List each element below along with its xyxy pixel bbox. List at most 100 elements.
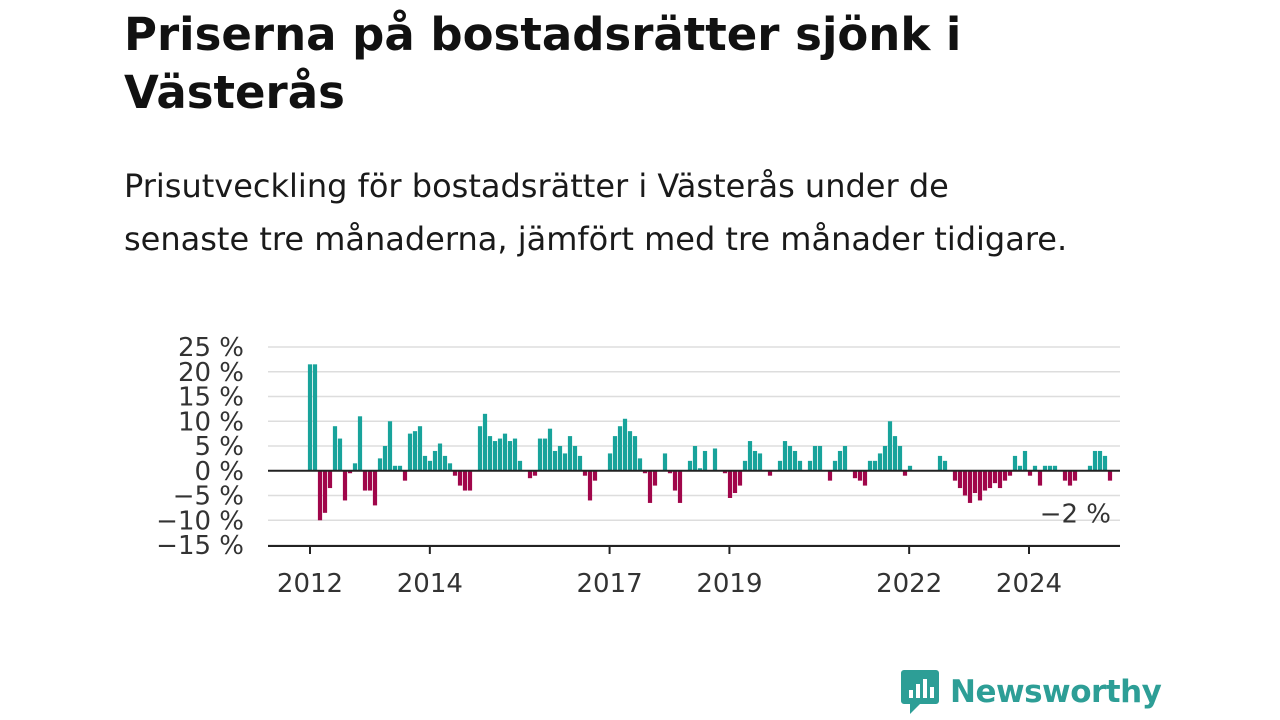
bar <box>997 470 1003 489</box>
bar <box>312 364 318 471</box>
bar <box>1032 465 1038 471</box>
bar <box>322 470 328 513</box>
bar <box>537 438 543 471</box>
bar <box>1037 470 1043 486</box>
bar <box>992 470 998 484</box>
bar <box>812 446 818 471</box>
bar <box>897 446 903 471</box>
bar <box>732 470 738 494</box>
y-tick-label: 0 % <box>194 457 244 487</box>
bar <box>407 433 413 471</box>
bar <box>417 426 423 471</box>
bar <box>612 436 618 471</box>
bar <box>392 465 398 471</box>
x-axis-tick-labels: 2012 2014 2017 2019 2022 2024 <box>277 546 1062 599</box>
bar <box>862 470 868 486</box>
bar <box>712 448 718 471</box>
bar <box>487 436 493 471</box>
bar <box>532 470 538 476</box>
x-tick-label: 2017 <box>576 569 642 599</box>
bar <box>542 438 548 471</box>
bar <box>397 465 403 471</box>
y-tick-label: 15 % <box>178 383 244 413</box>
bar <box>1007 470 1013 476</box>
bar <box>577 455 583 471</box>
bar <box>777 460 783 471</box>
bar <box>357 416 363 471</box>
annotation-label: −2 % <box>1040 500 1111 530</box>
bar <box>317 470 323 521</box>
bar <box>332 426 338 471</box>
bar <box>747 441 753 471</box>
bar <box>607 453 613 471</box>
bar <box>1042 465 1048 471</box>
bar <box>342 470 348 501</box>
y-tick-label: −5 % <box>173 482 244 512</box>
bar <box>492 441 498 471</box>
bar <box>727 470 733 498</box>
bar <box>467 470 473 491</box>
bar <box>1062 470 1068 481</box>
bar <box>352 463 358 471</box>
bar <box>587 470 593 501</box>
bar <box>817 446 823 471</box>
bar <box>882 446 888 471</box>
bar <box>1047 465 1053 471</box>
bar <box>1022 450 1028 471</box>
bar <box>1092 450 1098 471</box>
bar <box>902 470 908 476</box>
bar <box>1087 465 1093 471</box>
y-tick-label: 20 % <box>178 358 244 388</box>
bar <box>367 470 373 491</box>
bar <box>937 455 943 471</box>
bars <box>307 364 1113 521</box>
bar <box>482 413 488 471</box>
bar <box>632 436 638 471</box>
bar <box>362 470 368 491</box>
y-tick-label: −15 % <box>156 531 244 561</box>
bar <box>462 470 468 491</box>
bar <box>387 421 393 471</box>
bar <box>457 470 463 486</box>
bar <box>377 458 383 471</box>
chart-subtitle: Prisutveckling för bostadsrätter i Väste… <box>124 167 1068 258</box>
bar <box>692 446 698 471</box>
bar <box>427 460 433 471</box>
bar <box>307 364 313 471</box>
y-axis-tick-labels: 25 %20 %15 %10 %5 %0 %−5 %−10 %−15 % <box>156 333 244 561</box>
y-tick-label: −10 % <box>156 506 244 536</box>
bar <box>507 441 513 471</box>
bar <box>1052 465 1058 471</box>
bar <box>372 470 378 506</box>
bar <box>667 470 673 474</box>
bar <box>447 463 453 471</box>
bar <box>957 470 963 489</box>
bar <box>892 436 898 471</box>
bar <box>422 455 428 471</box>
x-tick-label: 2022 <box>876 569 942 599</box>
bar <box>512 438 518 471</box>
brand-logo: Newsworthy <box>900 668 1162 716</box>
bar <box>527 470 533 479</box>
bar <box>907 465 913 471</box>
bar <box>1067 470 1073 486</box>
bar <box>872 460 878 471</box>
bar <box>627 431 633 471</box>
bar <box>797 460 803 471</box>
bar <box>402 470 408 481</box>
bar <box>792 450 798 471</box>
bar <box>642 470 648 474</box>
bar <box>547 428 553 471</box>
bar <box>337 438 343 471</box>
bar <box>442 455 448 471</box>
bar <box>842 446 848 471</box>
bar <box>1002 470 1008 481</box>
bar <box>767 470 773 476</box>
bar <box>1102 455 1108 471</box>
chart-title: Priserna på bostadsrätter sjönk i Väster… <box>124 8 962 119</box>
bar <box>722 470 728 474</box>
bar <box>967 470 973 503</box>
bar <box>702 450 708 471</box>
newsworthy-logo-icon <box>901 670 939 714</box>
bar <box>582 470 588 476</box>
